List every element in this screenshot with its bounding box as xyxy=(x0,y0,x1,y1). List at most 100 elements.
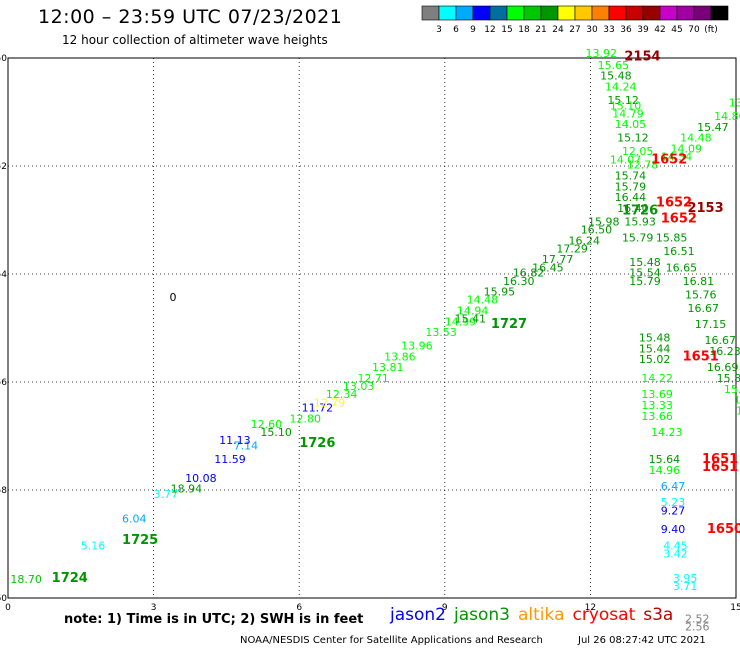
wave-height-point: 16.30 xyxy=(503,275,535,288)
wave-height-point: 13.50 xyxy=(729,97,740,110)
wave-height-point: 15.41 xyxy=(455,313,487,326)
time-label: 1652 xyxy=(656,196,692,211)
wave-height-point: 16.45 xyxy=(532,261,564,274)
wave-height-point: 15.84 xyxy=(717,372,740,385)
wave-height-point: 15.48 xyxy=(639,332,671,345)
wave-height-point: 13.53 xyxy=(425,326,457,339)
wave-height-point: 16.44 xyxy=(615,191,647,204)
wave-height-point: 13.33 xyxy=(641,399,673,412)
wave-height-point: 15.74 xyxy=(724,383,740,396)
wave-height-point: 15.48 xyxy=(629,256,661,269)
wave-height-point: 12.79 xyxy=(314,396,346,409)
wave-height-point: 16.65 xyxy=(666,261,698,274)
time-label: 1725 xyxy=(122,533,158,548)
wave-height-point: 13.03 xyxy=(343,380,375,393)
wave-height-point: 15.79 xyxy=(615,180,647,193)
colorbar-tick-label: 3 xyxy=(436,25,442,35)
colorbar-tick-label: 6 xyxy=(453,25,459,35)
wave-height-point: 14.22 xyxy=(641,372,673,385)
time-label: 1724 xyxy=(52,571,88,586)
note-text: note: 1) Time is in UTC; 2) SWH is in fe… xyxy=(64,612,364,627)
time-label: 1726 xyxy=(622,204,658,219)
wave-height-point: 10.08 xyxy=(185,472,217,485)
colorbar-legend: 3 6 9 12 15 18 21 24 27 30 33 36 39 42 45 70 (ft) xyxy=(421,5,729,35)
colorbar-tick-label: 33 xyxy=(603,25,614,35)
wave-height-point: 15.79 xyxy=(629,275,661,288)
colorbar-tick-label: 24 xyxy=(552,25,564,35)
wave-height-point: 15.54 xyxy=(629,267,661,280)
contour-label: 0 xyxy=(170,291,177,304)
satellite-legend-item: jason3 xyxy=(454,605,510,625)
colorbar-tick-label: (ft) xyxy=(704,25,718,35)
wave-height-point: 15.02 xyxy=(639,353,671,366)
colorbar-tick-label: 9 xyxy=(470,25,476,35)
wave-height-point: 14.34 xyxy=(661,151,693,164)
wave-height-point: 16.81 xyxy=(683,275,715,288)
time-label: 1651 xyxy=(702,452,738,467)
wave-height-point: 15.48 xyxy=(600,70,632,83)
wave-height-point: 15.95 xyxy=(484,286,516,299)
wave-height-point: 15.93 xyxy=(624,215,656,228)
wave-height-point: 14.09 xyxy=(670,143,702,156)
colorbar-tick-label: 30 xyxy=(586,25,598,35)
wave-height-point: 2.52 xyxy=(685,612,710,625)
x-tick-label: 15 xyxy=(730,603,740,613)
wave-height-point: 16.67 xyxy=(687,302,719,315)
wave-height-point: 15.47 xyxy=(697,121,729,134)
wave-height-point: 16.23 xyxy=(709,345,740,358)
satellite-legend-item: s3a xyxy=(643,605,674,625)
wave-height-point: 15.10 xyxy=(610,99,642,112)
wave-height-point: 5.16 xyxy=(81,539,106,552)
wave-height-point: 13.69 xyxy=(641,388,673,401)
colorbar-tick-label: 27 xyxy=(569,25,580,35)
wave-height-point: 15.12 xyxy=(617,132,649,145)
time-label: 1650 xyxy=(707,522,740,537)
wave-height-point: 3.42 xyxy=(663,548,688,561)
wave-height-point: 14.80 xyxy=(714,110,740,123)
page-subtitle: 12 hour collection of altimeter wave hei… xyxy=(62,33,328,47)
x-tick-label: 9 xyxy=(442,603,448,613)
wave-height-point: 16.82 xyxy=(513,267,545,280)
wave-height-point: 12.60 xyxy=(251,418,283,431)
wave-height-point: 14.96 xyxy=(649,464,681,477)
wave-height-point: 11.59 xyxy=(214,453,246,466)
wave-height-point: 3.77 xyxy=(154,488,179,501)
wave-height-point: 12.80 xyxy=(289,413,321,426)
satellite-legend-item: altika xyxy=(518,605,565,625)
wave-height-point: 15.85 xyxy=(656,232,688,245)
wave-height-point: 12.78 xyxy=(627,159,659,172)
wave-height-point: 15.44 xyxy=(639,342,671,355)
satellite-legend-item: cryosat xyxy=(572,605,636,625)
time-label: 1651 xyxy=(683,349,719,364)
x-tick-label: 12 xyxy=(585,603,596,613)
wave-height-point: 14 xyxy=(736,404,740,417)
wave-height-point: 14.94 xyxy=(457,305,489,318)
y-tick-label: -56 xyxy=(0,378,7,388)
wave-height-point: 7.14 xyxy=(234,440,259,453)
wave-height-point: 2.56 xyxy=(685,620,710,633)
wave-height-point: 16.51 xyxy=(663,245,695,258)
wave-height-point: 15.98 xyxy=(588,215,620,228)
wave-height-point: 14.48 xyxy=(467,294,499,307)
plot-frame xyxy=(7,57,737,599)
wave-height-point: 15.10 xyxy=(260,426,292,439)
footer-timestamp: Jul 26 08:27:42 UTC 2021 xyxy=(578,635,706,646)
colorbar-tick-label: 15 xyxy=(501,25,512,35)
wave-height-point: 4.45 xyxy=(663,539,688,552)
wave-height-point: 13.81 xyxy=(372,361,404,374)
wave-height-point: 11.72 xyxy=(302,402,334,415)
y-tick-label: -58 xyxy=(0,486,7,496)
time-label: 2154 xyxy=(624,50,660,65)
wave-height-point: 15.65 xyxy=(598,59,630,72)
wave-height-point: 13.1 xyxy=(734,394,740,407)
wave-height-point: 17.29 xyxy=(556,242,588,255)
wave-height-point: 14.05 xyxy=(615,118,647,131)
wave-height-point: 14.79 xyxy=(612,107,644,120)
colorbar-tick-label: 70 xyxy=(688,25,700,35)
wave-height-point: 3.95 xyxy=(673,572,698,585)
colorbar-tick-label: 21 xyxy=(535,25,546,35)
footer-credit: NOAA/NESDIS Center for Satellite Applica… xyxy=(240,635,543,646)
wave-height-point: 11.13 xyxy=(219,434,251,447)
x-tick-label: 3 xyxy=(151,603,157,613)
